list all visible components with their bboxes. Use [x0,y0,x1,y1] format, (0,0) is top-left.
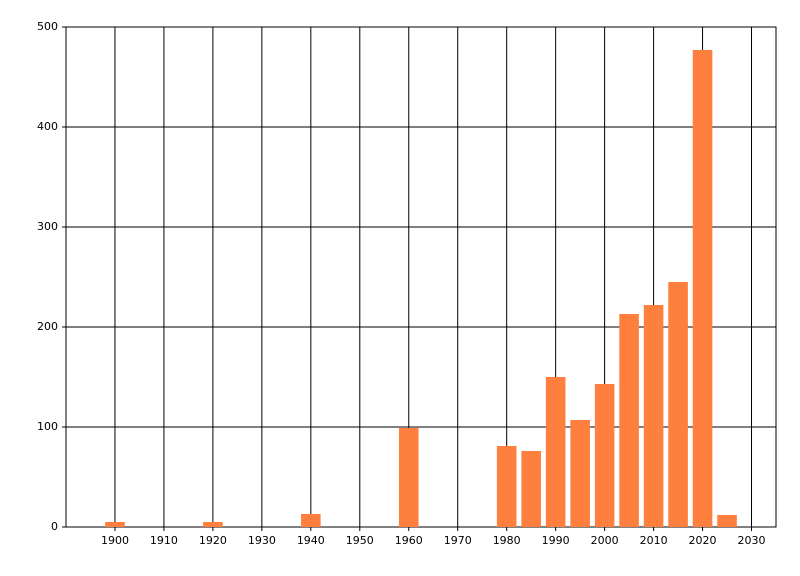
x-tick-label: 2020 [689,534,717,547]
bar [521,451,541,527]
bar [619,314,639,527]
bar [570,420,590,527]
y-tick-label: 400 [37,120,58,133]
x-tick-label: 1970 [444,534,472,547]
x-tick-label: 1910 [150,534,178,547]
x-tick-label: 1980 [493,534,521,547]
x-tick-label: 2000 [591,534,619,547]
bar [643,305,664,527]
y-tick-label: 500 [37,20,58,33]
bar [398,428,419,527]
bar [496,446,517,527]
bar [545,377,566,527]
y-tick-label: 200 [37,320,58,333]
y-tick-label: 0 [51,520,58,533]
bar [594,384,615,527]
y-tick-label: 100 [37,420,58,433]
x-tick-label: 1940 [297,534,325,547]
bar [301,514,321,527]
x-tick-label: 1900 [101,534,129,547]
x-tick-label: 1990 [542,534,570,547]
x-tick-label: 2010 [640,534,668,547]
bar [105,522,125,527]
x-tick-label: 2030 [738,534,766,547]
bar [717,515,737,527]
x-tick-label: 1930 [248,534,276,547]
y-tick-label: 300 [37,220,58,233]
bar [692,50,713,527]
x-tick-label: 1960 [395,534,423,547]
x-tick-label: 1920 [199,534,227,547]
x-tick-label: 1950 [346,534,374,547]
bar [203,522,223,527]
bar [668,282,688,527]
